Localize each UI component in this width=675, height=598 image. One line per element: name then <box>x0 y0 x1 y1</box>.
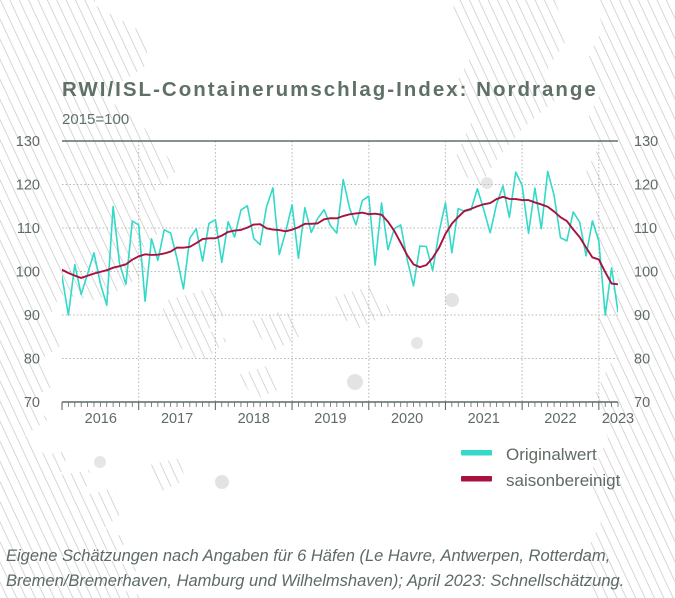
svg-text:Eigene Schätzungen nach Angabe: Eigene Schätzungen nach Angaben für 6 Hä… <box>6 547 610 565</box>
svg-text:2015=100: 2015=100 <box>62 111 129 128</box>
svg-text:Originalwert: Originalwert <box>506 445 597 464</box>
svg-text:2021: 2021 <box>468 411 500 427</box>
svg-text:130: 130 <box>16 134 40 150</box>
svg-text:RWI/ISL-Containerumschlag-Inde: RWI/ISL-Containerumschlag-Index: Nordran… <box>62 78 598 101</box>
svg-text:2018: 2018 <box>238 411 270 427</box>
svg-text:2022: 2022 <box>544 411 576 427</box>
svg-text:saisonbereinigt: saisonbereinigt <box>506 471 621 490</box>
svg-text:80: 80 <box>634 352 650 368</box>
svg-text:100: 100 <box>634 265 658 281</box>
svg-text:90: 90 <box>24 308 40 324</box>
svg-text:2023: 2023 <box>602 411 634 427</box>
svg-text:100: 100 <box>16 265 40 281</box>
svg-text:90: 90 <box>634 308 650 324</box>
svg-text:110: 110 <box>634 221 657 237</box>
svg-text:70: 70 <box>24 395 40 411</box>
svg-text:130: 130 <box>634 134 658 150</box>
svg-text:120: 120 <box>634 178 658 194</box>
svg-text:2017: 2017 <box>161 411 193 427</box>
svg-text:2019: 2019 <box>314 411 346 427</box>
svg-text:70: 70 <box>634 395 650 411</box>
svg-text:Bremen/Bremerhaven, Hamburg un: Bremen/Bremerhaven, Hamburg und Wilhelms… <box>6 572 624 590</box>
svg-text:120: 120 <box>16 178 40 194</box>
svg-text:80: 80 <box>24 352 40 368</box>
svg-text:110: 110 <box>17 221 40 237</box>
svg-text:2016: 2016 <box>85 411 117 427</box>
svg-text:2020: 2020 <box>391 411 423 427</box>
